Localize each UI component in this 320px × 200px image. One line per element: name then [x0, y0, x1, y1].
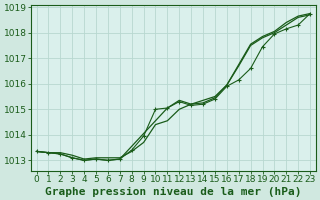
X-axis label: Graphe pression niveau de la mer (hPa): Graphe pression niveau de la mer (hPa) — [45, 186, 301, 197]
